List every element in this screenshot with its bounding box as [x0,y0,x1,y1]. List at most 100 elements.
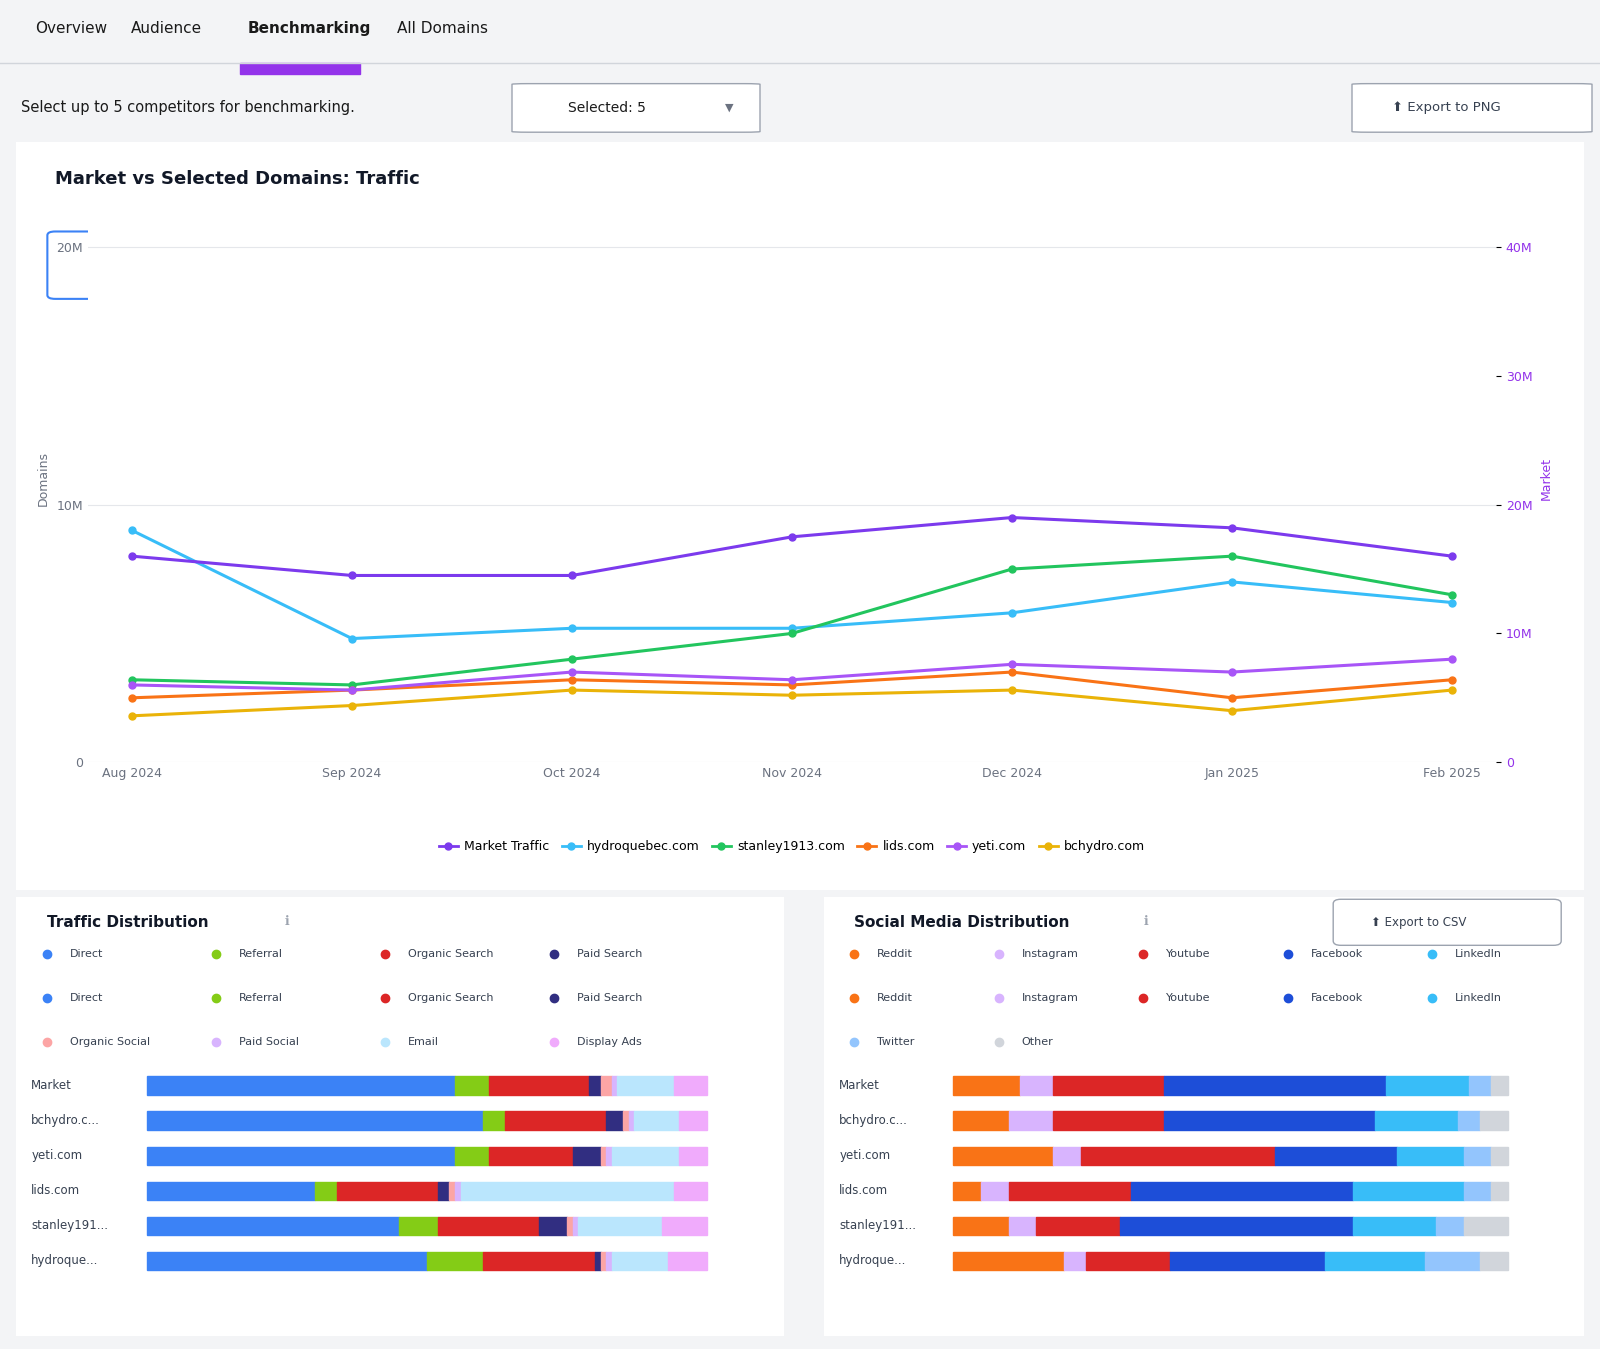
Bar [611,1252,667,1271]
Bar [461,1182,674,1201]
Bar [454,1182,461,1201]
Bar [147,1077,454,1095]
Bar [606,1252,611,1271]
Text: Overview: Overview [35,20,107,35]
Bar [954,1077,1019,1095]
Bar [566,1217,573,1236]
Bar [438,1217,539,1236]
Text: Market: Market [32,1079,72,1093]
Bar [1424,1252,1480,1271]
Y-axis label: Market: Market [1539,457,1552,500]
Bar [611,1147,678,1166]
Bar [1469,1077,1491,1095]
Bar [1008,1112,1053,1130]
Bar [662,1217,707,1236]
Text: Youtube: Youtube [1166,950,1211,959]
FancyBboxPatch shape [48,232,205,299]
Bar [1165,1077,1386,1095]
Text: Selected: 5: Selected: 5 [568,101,646,115]
Bar [1352,1182,1464,1201]
Bar [1458,1112,1480,1130]
Text: Paid Search: Paid Search [706,259,774,271]
Bar [1435,1217,1464,1236]
Bar [618,1077,674,1095]
Bar [1480,1112,1507,1130]
Text: Benchmarking: Benchmarking [248,20,371,35]
FancyBboxPatch shape [355,232,512,299]
Bar [1464,1147,1491,1166]
Bar [1491,1077,1509,1095]
Bar [147,1252,427,1271]
Bar [674,1182,707,1201]
Text: lids.com: lids.com [32,1184,80,1198]
Legend: Market Traffic, hydroquebec.com, stanley1913.com, lids.com, yeti.com, bchydro.co: Market Traffic, hydroquebec.com, stanley… [434,835,1150,858]
Bar [954,1182,981,1201]
Bar [954,1217,1008,1236]
Bar [454,1077,488,1095]
Text: Organic Search: Organic Search [408,950,493,959]
Bar [674,1077,707,1095]
Text: Direct: Direct [70,993,102,1002]
Bar [678,1147,707,1166]
Bar [1053,1112,1165,1130]
Text: ⬆ Export to CSV: ⬆ Export to CSV [1371,916,1467,929]
Bar [578,1217,662,1236]
Bar [573,1217,578,1236]
Text: Referral: Referral [238,993,283,1002]
Bar [438,1182,450,1201]
Bar [1008,1182,1131,1201]
FancyBboxPatch shape [202,232,358,299]
Text: Instagram: Instagram [1022,950,1078,959]
Text: Market: Market [840,1079,880,1093]
Text: Youtube: Youtube [1166,993,1211,1002]
Bar [600,1077,611,1095]
Bar [1008,1217,1037,1236]
Bar [147,1112,483,1130]
Bar [1064,1252,1086,1271]
Text: Display Ads: Display Ads [576,1037,642,1047]
Text: ℹ: ℹ [1142,915,1147,928]
Text: Paid Social: Paid Social [238,1037,299,1047]
Text: lids.com: lids.com [840,1184,888,1198]
FancyBboxPatch shape [512,84,760,132]
Text: stanley191...: stanley191... [32,1219,109,1233]
Bar [1491,1147,1507,1166]
Bar [1352,1217,1435,1236]
FancyBboxPatch shape [1352,84,1592,132]
Text: ℹ: ℹ [285,915,290,928]
Text: Reddit: Reddit [877,950,914,959]
Bar [539,1217,566,1236]
Bar [1464,1182,1491,1201]
Bar [1131,1182,1352,1201]
Y-axis label: Domains: Domains [37,452,50,506]
Text: Organic Social: Organic Social [851,259,936,271]
Text: Display Ads: Display Ads [1320,259,1389,271]
Text: Email: Email [1186,259,1218,271]
Text: Other: Other [1022,1037,1053,1047]
Bar [398,1217,438,1236]
Bar [1464,1217,1507,1236]
Text: ▼: ▼ [725,103,733,113]
Bar [600,1147,606,1166]
Bar [595,1252,600,1271]
Bar [315,1182,338,1201]
Text: LinkedIn: LinkedIn [1454,950,1502,959]
Text: Direct: Direct [262,259,298,271]
Bar [1053,1077,1165,1095]
Bar [600,1252,606,1271]
Bar [147,1217,398,1236]
Bar [1325,1252,1424,1271]
Bar [606,1112,622,1130]
Bar [954,1252,1064,1271]
Text: Facebook: Facebook [1310,993,1363,1002]
Bar [634,1112,678,1130]
Text: Select up to 5 competitors for benchmarking.: Select up to 5 competitors for benchmark… [21,100,355,116]
Text: yeti.com: yeti.com [32,1149,83,1163]
Bar [1170,1252,1325,1271]
Bar [506,1112,606,1130]
Text: yeti.com: yeti.com [840,1149,890,1163]
Bar [1120,1217,1352,1236]
Bar [1386,1077,1469,1095]
Bar [454,1147,488,1166]
Bar [1053,1147,1082,1166]
